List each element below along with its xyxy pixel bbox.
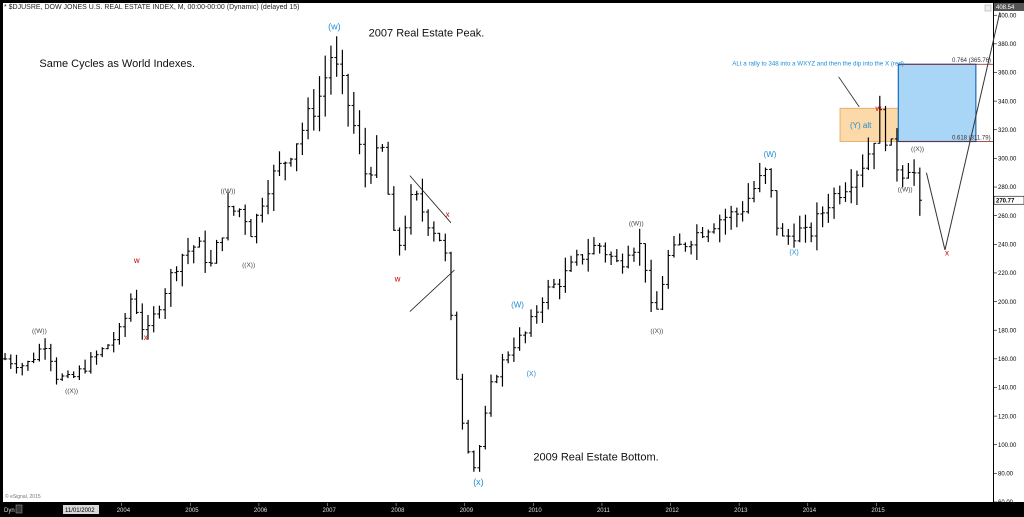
x-tick-label: 2012 xyxy=(666,508,680,514)
wave-label: ((W)) xyxy=(629,221,644,228)
y-tick-label: 400.00 xyxy=(998,13,1017,19)
ohlc-bars xyxy=(2,36,923,472)
wave-label: x xyxy=(446,210,450,219)
y-tick-label: 140.00 xyxy=(998,386,1017,392)
projection-up xyxy=(944,12,1001,251)
fib-level-label: 0.618 (311.79) xyxy=(952,136,991,142)
x-tick-label: 2004 xyxy=(117,508,131,514)
wave-label: x xyxy=(945,249,949,258)
x-tick-label: 2009 xyxy=(460,508,474,514)
annotation-text: Same Cycles as World Indexes. xyxy=(39,58,195,70)
x-axis-panel[interactable] xyxy=(0,503,1024,517)
wave-label: (X) xyxy=(527,371,536,378)
x-tick-label: 2006 xyxy=(254,508,268,514)
target-zone-box xyxy=(897,63,977,143)
y-tick-label: 300.00 xyxy=(998,157,1017,163)
wave-label: (x) xyxy=(473,477,484,487)
wave-label: (X) xyxy=(789,249,798,256)
plot-area[interactable] xyxy=(3,3,993,502)
y-tick-label: 160.00 xyxy=(998,357,1017,363)
wave-label: ((W)) xyxy=(32,328,47,335)
x-tick-label: 2011 xyxy=(597,508,611,514)
y-tick-label: 220.00 xyxy=(998,271,1017,277)
dyn-label: Dyn xyxy=(4,508,15,514)
wave-label: x xyxy=(144,333,148,342)
y-tick-label: 120.00 xyxy=(998,414,1017,420)
top-price-marker xyxy=(994,3,1024,11)
annotation-text: ALt a rally to 348 into a WXYZ and then … xyxy=(732,60,904,67)
wedge-upper xyxy=(409,175,452,224)
last-price-label: 270.77 xyxy=(996,199,1015,205)
x-tick-label: 2010 xyxy=(528,508,542,514)
x-tick-label: 2005 xyxy=(185,508,199,514)
y-alt-box-label: (Y) alt xyxy=(850,121,872,130)
wave-label: w xyxy=(133,256,140,265)
wave-label: (w) xyxy=(328,22,341,32)
wave-label: ((X)) xyxy=(911,146,924,153)
y-tick-label: 260.00 xyxy=(998,214,1017,220)
wedge-lower xyxy=(409,269,455,312)
y-tick-label: 320.00 xyxy=(998,128,1017,134)
chart-header-title: * $DJUSRE, DOW JONES U.S. REAL ESTATE IN… xyxy=(4,4,300,11)
y-tick-label: 380.00 xyxy=(998,42,1017,48)
x-tick-label: 2013 xyxy=(734,508,748,514)
copyright-text: © eSignal, 2015 xyxy=(5,494,41,500)
wave-label: ((X)) xyxy=(650,328,663,335)
x-tick-label: 2015 xyxy=(871,508,885,514)
cursor-date-label: 11/01/2002 xyxy=(65,508,95,514)
wave-label: (W) xyxy=(764,150,777,159)
dyn-toggle-button[interactable] xyxy=(15,504,23,514)
wave-label: ((X)) xyxy=(65,388,78,395)
y-tick-label: 100.00 xyxy=(998,443,1017,449)
cursor-date-box xyxy=(63,505,99,514)
y-tick-label: 280.00 xyxy=(998,185,1017,191)
y-tick-label: 200.00 xyxy=(998,300,1017,306)
y-tick-label: 240.00 xyxy=(998,242,1017,248)
y-tick-label: 60.00 xyxy=(998,500,1014,506)
wave-label: ((W)) xyxy=(221,188,236,195)
y-tick-label: 80.00 xyxy=(998,472,1014,478)
annotation-text: 2007 Real Estate Peak. xyxy=(369,28,485,40)
y-axis-panel[interactable] xyxy=(994,3,1024,502)
y-tick-label: 340.00 xyxy=(998,99,1017,105)
callout-pointer xyxy=(838,76,860,108)
projection-down xyxy=(925,172,946,251)
y-tick-label: 360.00 xyxy=(998,71,1017,77)
scroll-handle[interactable] xyxy=(984,4,992,12)
x-tick-label: 2008 xyxy=(391,508,405,514)
wave-label: (W) xyxy=(511,300,524,309)
annotation-text: 2009 Real Estate Bottom. xyxy=(533,451,658,463)
x-tick-label: 2007 xyxy=(323,508,337,514)
y-tick-label: 180.00 xyxy=(998,328,1017,334)
wave-label: ((W)) xyxy=(898,186,913,193)
wave-label: w xyxy=(875,104,882,113)
wave-label: ((X)) xyxy=(242,262,255,269)
last-price-marker xyxy=(993,195,1024,205)
fib-level-label: 0.764 (365.76) xyxy=(952,58,991,64)
top-price-label: 408.54 xyxy=(996,5,1015,11)
x-tick-label: 2014 xyxy=(803,508,817,514)
wave-label: w xyxy=(394,275,401,284)
